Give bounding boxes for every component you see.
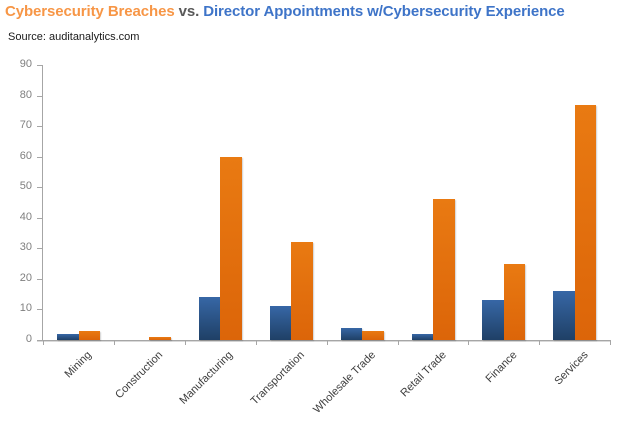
x-category-label: Construction (112, 349, 165, 402)
bar-breaches-wholesale-trade (362, 330, 384, 340)
bar-breaches-mining (78, 330, 100, 340)
x-tick (468, 341, 469, 345)
y-axis-line (42, 65, 43, 340)
x-tick (327, 341, 328, 345)
bar-appointments-services (553, 291, 575, 340)
y-tick-label: 40 (19, 211, 32, 223)
x-axis-line (37, 340, 612, 341)
x-category-label: Finance (483, 349, 520, 386)
y-tick-label: 80 (19, 89, 32, 101)
x-tick (114, 341, 115, 345)
bar-breaches-retail-trade (433, 199, 455, 340)
bar-appointments-manufacturing (198, 297, 221, 340)
y-tick-label: 30 (19, 241, 32, 253)
x-category-label: Retail Trade (398, 349, 449, 400)
x-category-label: Transportation (248, 349, 307, 408)
x-tick (185, 341, 186, 345)
x-tick (256, 341, 257, 345)
bar-appointments-mining (57, 333, 79, 340)
bar-appointments-wholesale-trade (340, 327, 363, 340)
bar-breaches-construction (149, 336, 171, 340)
y-tick-label: 90 (19, 58, 32, 70)
source-note: Source: auditanalytics.com (8, 31, 140, 43)
y-tick-label: 0 (25, 333, 32, 345)
y-tick (37, 157, 42, 158)
y-tick-label: 10 (19, 302, 32, 314)
y-tick (37, 340, 42, 341)
y-tick-label: 60 (19, 150, 32, 162)
y-tick (37, 248, 42, 249)
x-tick (43, 341, 44, 345)
y-tick (37, 96, 42, 97)
x-tick (610, 341, 611, 345)
bar-breaches-manufacturing (220, 156, 242, 340)
x-category-label: Mining (62, 349, 94, 381)
y-tick (37, 126, 42, 127)
x-tick (539, 341, 540, 345)
x-category-label: Manufacturing (177, 349, 236, 407)
y-tick-label: 50 (19, 180, 32, 192)
y-tick (37, 279, 42, 280)
x-category-label: Wholesale Trade (310, 349, 378, 416)
bar-appointments-finance (482, 300, 504, 340)
y-tick (37, 65, 42, 66)
bar-breaches-services (574, 104, 597, 340)
bar-breaches-transportation (291, 242, 313, 340)
chart-title: Cybersecurity Breaches vs. Director Appo… (5, 3, 615, 20)
x-tick (398, 341, 399, 345)
bar-appointments-retail-trade (411, 333, 433, 340)
y-tick-label: 70 (19, 119, 32, 131)
y-tick (37, 218, 42, 219)
bar-breaches-finance (503, 263, 526, 340)
title-segment-appointments: Director Appointments w/Cybersecurity Ex… (203, 3, 565, 20)
y-tick-label: 20 (19, 272, 32, 284)
bar-appointments-transportation (269, 306, 292, 340)
title-segment-vs: vs. (174, 3, 204, 20)
title-segment-breaches: Cybersecurity Breaches (5, 3, 175, 20)
x-category-label: Services (551, 349, 591, 388)
y-tick (37, 309, 42, 310)
y-tick (37, 187, 42, 188)
